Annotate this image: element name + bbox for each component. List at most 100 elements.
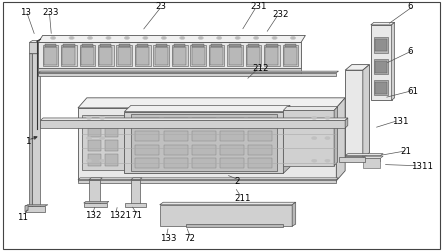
Polygon shape — [292, 202, 295, 226]
Text: 71: 71 — [131, 210, 142, 219]
Polygon shape — [45, 45, 56, 48]
Polygon shape — [265, 48, 279, 66]
Text: 6: 6 — [407, 3, 412, 11]
Polygon shape — [159, 202, 295, 205]
Text: 1311: 1311 — [412, 162, 433, 171]
Polygon shape — [136, 132, 159, 142]
Polygon shape — [38, 36, 305, 43]
Text: 11: 11 — [17, 212, 28, 221]
Polygon shape — [159, 205, 292, 226]
Polygon shape — [84, 202, 109, 203]
Circle shape — [311, 137, 317, 140]
Polygon shape — [374, 81, 389, 96]
Polygon shape — [62, 48, 75, 66]
Polygon shape — [81, 48, 94, 66]
Circle shape — [181, 38, 183, 40]
Polygon shape — [220, 132, 244, 142]
Circle shape — [311, 160, 317, 163]
Polygon shape — [210, 48, 223, 66]
Polygon shape — [220, 159, 244, 169]
Polygon shape — [38, 73, 336, 77]
Circle shape — [217, 37, 222, 40]
Polygon shape — [84, 203, 107, 207]
Text: 133: 133 — [159, 233, 176, 242]
Circle shape — [51, 37, 56, 40]
Polygon shape — [136, 145, 159, 155]
Polygon shape — [137, 45, 148, 48]
Circle shape — [163, 38, 165, 40]
Circle shape — [255, 38, 257, 40]
Polygon shape — [375, 83, 387, 95]
Polygon shape — [136, 48, 149, 66]
Text: 132: 132 — [85, 210, 102, 219]
Polygon shape — [136, 118, 159, 128]
Polygon shape — [163, 132, 188, 142]
Polygon shape — [80, 46, 95, 67]
Polygon shape — [100, 45, 112, 48]
Circle shape — [100, 117, 105, 120]
Polygon shape — [98, 46, 114, 67]
Polygon shape — [155, 45, 167, 48]
Circle shape — [106, 37, 111, 40]
Text: 231: 231 — [250, 3, 267, 11]
Polygon shape — [78, 108, 336, 181]
Polygon shape — [266, 45, 278, 48]
Polygon shape — [363, 156, 383, 159]
Circle shape — [70, 38, 73, 40]
Polygon shape — [192, 45, 204, 48]
Circle shape — [161, 37, 167, 40]
Circle shape — [235, 37, 240, 40]
Polygon shape — [336, 99, 345, 181]
Text: 6: 6 — [407, 46, 412, 55]
Text: 131: 131 — [392, 116, 408, 125]
Polygon shape — [82, 116, 124, 170]
Circle shape — [86, 137, 92, 140]
Polygon shape — [374, 38, 389, 53]
Circle shape — [86, 117, 92, 120]
Polygon shape — [40, 121, 345, 129]
Polygon shape — [29, 53, 40, 55]
Polygon shape — [63, 45, 74, 48]
Polygon shape — [334, 107, 338, 166]
Polygon shape — [220, 118, 244, 128]
Polygon shape — [89, 178, 102, 180]
Polygon shape — [345, 71, 363, 159]
Polygon shape — [191, 48, 205, 66]
Text: 2: 2 — [235, 177, 240, 186]
Polygon shape — [192, 145, 216, 155]
Circle shape — [87, 37, 93, 40]
Polygon shape — [25, 205, 48, 206]
Polygon shape — [192, 132, 216, 142]
Polygon shape — [78, 178, 338, 180]
Polygon shape — [131, 178, 142, 180]
Text: 233: 233 — [43, 8, 59, 16]
Polygon shape — [192, 159, 216, 169]
Circle shape — [218, 38, 221, 40]
Polygon shape — [209, 46, 225, 67]
Polygon shape — [363, 159, 381, 169]
Polygon shape — [283, 46, 298, 67]
Circle shape — [100, 160, 105, 163]
Polygon shape — [119, 45, 130, 48]
Polygon shape — [163, 118, 188, 128]
Circle shape — [86, 160, 92, 163]
Polygon shape — [371, 23, 395, 26]
Polygon shape — [44, 48, 57, 66]
Polygon shape — [249, 118, 272, 128]
Polygon shape — [29, 53, 32, 209]
Polygon shape — [363, 65, 369, 159]
Polygon shape — [89, 180, 100, 205]
Polygon shape — [345, 65, 369, 71]
Polygon shape — [38, 68, 301, 76]
Polygon shape — [264, 46, 280, 67]
Polygon shape — [61, 46, 77, 67]
Polygon shape — [247, 48, 260, 66]
Text: 21: 21 — [400, 147, 412, 155]
Circle shape — [272, 37, 277, 40]
Polygon shape — [285, 45, 296, 48]
Text: 1: 1 — [25, 137, 31, 145]
Polygon shape — [227, 46, 243, 67]
Polygon shape — [192, 118, 216, 128]
Polygon shape — [105, 155, 118, 166]
Polygon shape — [249, 132, 272, 142]
